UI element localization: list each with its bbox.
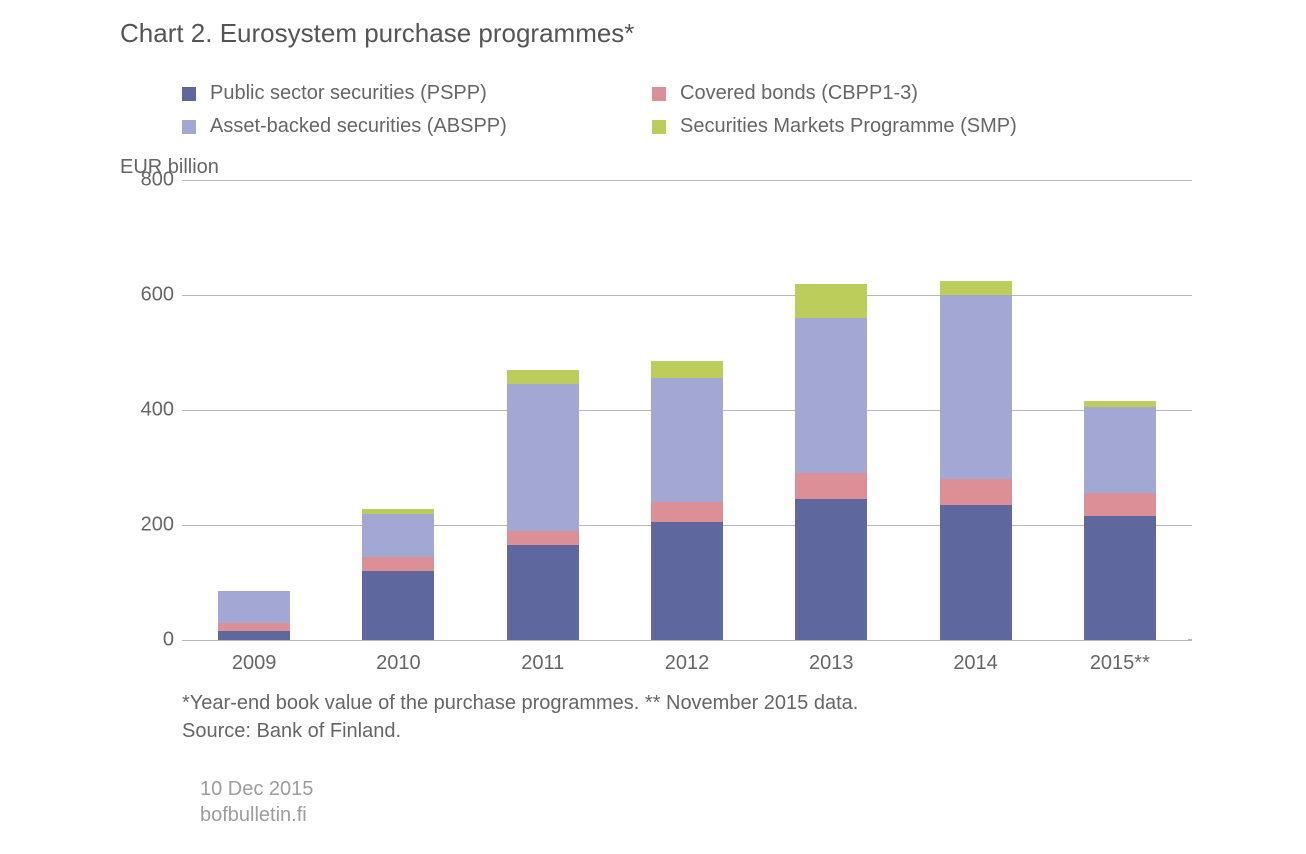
y-tick-label: 800	[130, 169, 174, 192]
legend-item-smp: Securities Markets Programme (SMP)	[652, 115, 1122, 138]
chart-title: Chart 2. Eurosystem purchase programmes*	[120, 18, 634, 49]
bar-segment	[507, 370, 579, 384]
x-tick-label: 2009	[232, 652, 277, 675]
legend-swatch	[652, 120, 666, 134]
gridline	[182, 295, 1192, 296]
y-tick-label: 400	[130, 399, 174, 422]
bar-segment	[507, 545, 579, 640]
axis-end-mark	[1188, 180, 1192, 181]
plot-area: 0200400600800200920102011201220132014201…	[182, 180, 1192, 640]
gridline	[182, 640, 1192, 641]
bar-segment	[940, 295, 1012, 479]
legend: Public sector securities (PSPP) Covered …	[182, 82, 1122, 148]
axis-end-mark	[1188, 639, 1192, 640]
bar-segment	[507, 531, 579, 545]
bar-group	[1084, 401, 1156, 640]
bar-group	[651, 361, 723, 640]
legend-swatch	[652, 87, 666, 101]
bar-segment	[651, 502, 723, 522]
footer-date: 10 Dec 2015	[200, 778, 313, 801]
legend-item-cbpp: Covered bonds (CBPP1-3)	[652, 82, 1122, 105]
bar-segment	[940, 479, 1012, 505]
chart-container: Chart 2. Eurosystem purchase programmes*…	[0, 0, 1306, 854]
x-tick-label: 2012	[665, 652, 710, 675]
legend-row: Asset-backed securities (ABSPP) Securiti…	[182, 115, 1122, 138]
bar-segment	[218, 623, 290, 632]
y-tick-label: 600	[130, 284, 174, 307]
bar-segment	[940, 281, 1012, 295]
bar-segment	[362, 571, 434, 640]
bar-segment	[651, 361, 723, 378]
legend-label: Public sector securities (PSPP)	[210, 82, 487, 105]
bar-segment	[507, 384, 579, 531]
bar-segment	[1084, 401, 1156, 407]
source-line: Source: Bank of Finland.	[182, 720, 401, 743]
x-tick-label: 2010	[376, 652, 421, 675]
bar-segment	[362, 509, 434, 514]
bar-segment	[1084, 516, 1156, 640]
bar-segment	[651, 378, 723, 502]
bar-group	[940, 281, 1012, 640]
legend-label: Covered bonds (CBPP1-3)	[680, 82, 918, 105]
bar-segment	[1084, 493, 1156, 516]
bar-segment	[362, 557, 434, 571]
bar-segment	[218, 591, 290, 623]
legend-row: Public sector securities (PSPP) Covered …	[182, 82, 1122, 105]
legend-swatch	[182, 120, 196, 134]
y-tick-label: 0	[130, 629, 174, 652]
legend-label: Securities Markets Programme (SMP)	[680, 115, 1017, 138]
bar-segment	[795, 318, 867, 473]
y-tick-label: 200	[130, 514, 174, 537]
bar-group	[218, 591, 290, 640]
bar-segment	[940, 505, 1012, 640]
legend-label: Asset-backed securities (ABSPP)	[210, 115, 507, 138]
bar-segment	[218, 631, 290, 640]
bar-segment	[795, 499, 867, 640]
legend-item-pspp: Public sector securities (PSPP)	[182, 82, 652, 105]
gridline	[182, 180, 1192, 181]
bar-segment	[795, 473, 867, 499]
footnote: *Year-end book value of the purchase pro…	[182, 692, 858, 715]
bar-segment	[795, 284, 867, 319]
x-tick-label: 2011	[521, 652, 564, 675]
x-tick-label: 2014	[953, 652, 998, 675]
footer-site: bofbulletin.fi	[200, 804, 307, 827]
bar-segment	[651, 522, 723, 640]
bar-group	[507, 370, 579, 640]
bar-group	[795, 284, 867, 641]
bar-segment	[362, 514, 434, 557]
bar-segment	[1084, 407, 1156, 493]
legend-swatch	[182, 87, 196, 101]
bar-group	[362, 509, 434, 640]
x-tick-label: 2015**	[1090, 652, 1150, 675]
x-tick-label: 2013	[809, 652, 854, 675]
legend-item-abspp: Asset-backed securities (ABSPP)	[182, 115, 652, 138]
